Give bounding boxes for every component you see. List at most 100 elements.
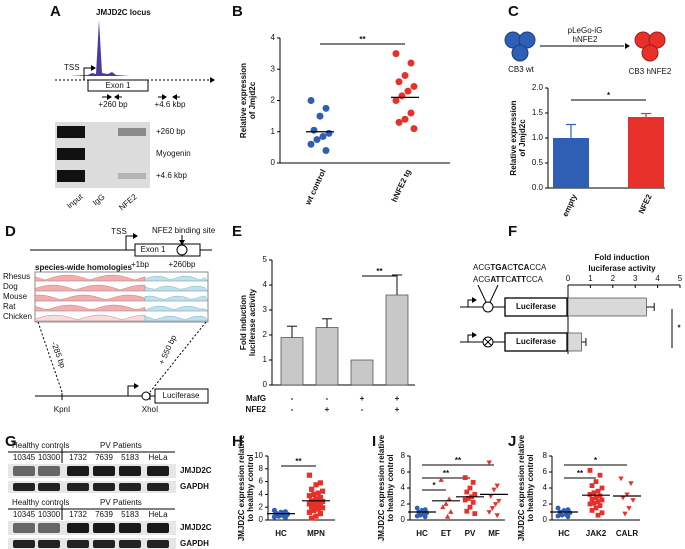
label: GAPDH [180, 539, 209, 548]
point [593, 505, 599, 511]
shape [34, 314, 146, 322]
point [315, 499, 321, 505]
point [464, 489, 470, 495]
shape [489, 284, 499, 303]
shape [119, 483, 141, 491]
point [595, 488, 601, 494]
shape [477, 284, 487, 303]
point [470, 500, 476, 505]
y-tick-label: 5 [263, 255, 268, 264]
shape [141, 391, 151, 401]
shape [34, 274, 146, 282]
y-tick-label: 0 [271, 158, 276, 167]
bar [567, 332, 582, 352]
label: 7639 [95, 510, 113, 519]
point [398, 92, 406, 100]
point [444, 513, 451, 519]
sequence-part: ACG [473, 275, 490, 284]
sequence-part: TCA [513, 263, 530, 272]
bar [567, 297, 647, 317]
shape [472, 297, 477, 303]
shape [37, 321, 63, 393]
y-axis-label: Fold induction [239, 295, 248, 350]
shape [149, 321, 207, 393]
point [306, 493, 312, 499]
point [462, 497, 468, 503]
point [401, 115, 409, 123]
shape [93, 540, 115, 548]
point [555, 505, 561, 511]
y-tick-label: 1.0 [532, 133, 544, 142]
label: hNFE2 [573, 35, 598, 44]
y-tick-label: 6 [401, 467, 406, 476]
label: +1bp [131, 260, 150, 269]
significance-label: ** [455, 456, 462, 465]
y-axis-label: to healthy control [246, 454, 255, 521]
label: 10345 [13, 510, 36, 519]
point [320, 498, 326, 505]
point [494, 513, 500, 519]
point [320, 488, 326, 494]
condition-value: - [291, 394, 294, 403]
shape [91, 65, 96, 71]
label: Exon 1 [141, 245, 166, 254]
x-tick-label: 0 [566, 274, 571, 283]
label: PV Patients [100, 498, 142, 507]
point [440, 504, 446, 510]
shape [38, 483, 60, 491]
point [310, 126, 318, 134]
label: Mouse [3, 292, 28, 301]
point [309, 504, 315, 510]
panel-label: C [508, 3, 519, 20]
label: +260bp [169, 260, 196, 269]
sequence-part: ACG [473, 263, 490, 272]
label: Chicken [3, 312, 32, 321]
category-label: Luciferase [516, 337, 557, 346]
point [438, 477, 444, 482]
point [313, 496, 319, 502]
shape [134, 383, 139, 389]
point [306, 501, 312, 507]
point [422, 514, 428, 520]
sequence-part: CCA [526, 275, 544, 284]
label: JMJD2C [180, 523, 212, 532]
x-tick-label: HC [275, 529, 287, 538]
point [593, 479, 599, 484]
point [462, 475, 468, 480]
point [317, 511, 323, 517]
point [311, 507, 317, 513]
shape [8, 538, 176, 549]
condition-name: NFE2 [246, 405, 267, 414]
significance-label: ** [295, 457, 302, 466]
y-tick-label: 10 [254, 451, 263, 460]
point [467, 485, 473, 491]
shape [57, 126, 85, 138]
shape [119, 540, 141, 548]
shape [87, 79, 149, 92]
shape [38, 540, 60, 548]
y-axis-label: JMJD2C expression relative [237, 434, 246, 541]
y-tick-label: 2 [271, 96, 276, 105]
point [316, 112, 324, 120]
point [587, 468, 593, 473]
shape [484, 338, 492, 346]
sequence-part: TGA [490, 263, 507, 272]
y-tick-label: 2 [263, 330, 268, 339]
point [407, 109, 415, 117]
panel-label: H [232, 433, 243, 450]
shape [118, 128, 146, 136]
shape [57, 148, 85, 160]
point [395, 78, 403, 86]
point [322, 147, 330, 154]
label: species-wide homologies [35, 263, 132, 272]
x-tick-label: 2 [611, 274, 616, 283]
label: 5183 [121, 510, 139, 519]
y-axis-label: JMJD2C expression relative [517, 434, 526, 541]
label: +260 bp [98, 100, 128, 109]
y-axis-label: to healthy control [386, 454, 395, 521]
label: KpnI [54, 405, 70, 414]
bar [385, 294, 409, 386]
panel-label: B [232, 3, 243, 20]
point [472, 511, 478, 516]
